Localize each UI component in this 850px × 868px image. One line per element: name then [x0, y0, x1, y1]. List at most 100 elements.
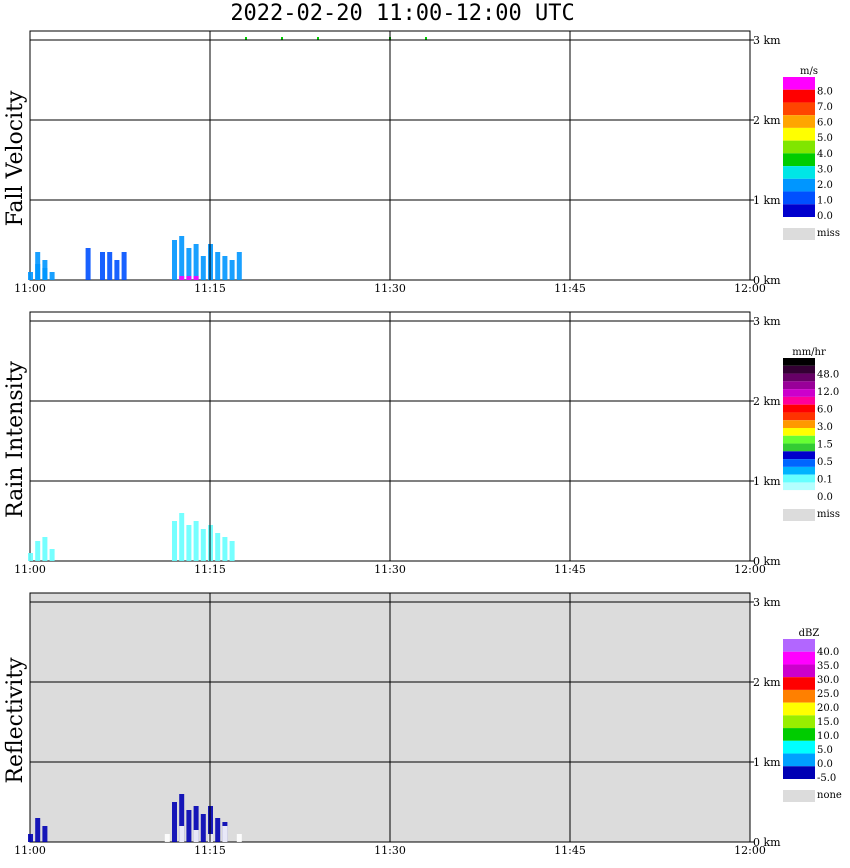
colorbar-label: 7.0	[817, 102, 833, 113]
colorbar-label: 3.0	[817, 422, 833, 433]
colorbar-swatch	[783, 740, 815, 754]
colorbar-swatch	[783, 127, 815, 141]
colorbar-swatch	[783, 435, 815, 444]
echo-mark	[200, 529, 206, 561]
echo-mark	[222, 537, 228, 561]
colorbar-swatch	[783, 715, 815, 729]
y-tick-label: 0 km	[753, 555, 781, 568]
colorbar-label: 10.0	[817, 731, 839, 742]
colorbar-swatch	[783, 689, 815, 703]
colorbar-swatch	[783, 420, 815, 428]
colorbar-miss-label: miss	[817, 509, 840, 520]
colorbar-miss-label: none	[817, 790, 842, 801]
colorbar-label: 1.0	[817, 195, 833, 206]
colorbar-label: 0.5	[817, 457, 833, 468]
x-tick-label: 11:45	[554, 282, 586, 295]
panel-title: Reflectivity	[3, 657, 28, 784]
colorbar-miss-swatch	[783, 509, 815, 521]
colorbar-miss-label: miss	[817, 228, 840, 239]
echo-mark	[222, 826, 228, 842]
echo-mark	[215, 818, 221, 842]
colorbar-swatch	[783, 443, 815, 452]
colorbar-label: 5.0	[817, 133, 833, 144]
echo-mark	[121, 252, 127, 280]
colorbar-swatch	[783, 474, 815, 483]
echo-mark	[179, 794, 185, 842]
x-tick-label: 11:00	[14, 563, 46, 576]
colorbar-swatch	[783, 178, 815, 192]
colorbar-label: 25.0	[817, 689, 839, 700]
colorbar-label: 4.0	[817, 149, 833, 160]
colorbar-label: 6.0	[817, 118, 833, 129]
colorbar-swatch	[783, 664, 815, 678]
echo-mark	[42, 826, 48, 842]
x-tick-label: 12:00	[734, 563, 766, 576]
colorbar-swatch	[783, 115, 815, 128]
echo-mark	[193, 244, 199, 280]
x-tick-label: 11:30	[374, 844, 406, 857]
y-tick-label: 1 km	[753, 194, 781, 207]
colorbar-label: 0.0	[817, 492, 833, 503]
echo-mark	[200, 814, 206, 842]
panel-title: Rain Intensity	[3, 360, 28, 517]
echo-mark	[42, 260, 48, 280]
y-tick-label: 3 km	[753, 315, 781, 328]
echo-mark	[49, 549, 55, 561]
echo-mark	[35, 541, 41, 561]
x-tick-label: 12:00	[734, 282, 766, 295]
echo-mark	[28, 553, 33, 561]
y-tick-label: 0 km	[753, 836, 781, 849]
echo-mark	[193, 276, 199, 280]
colorbar-swatch	[783, 639, 815, 652]
echo-mark	[107, 252, 113, 280]
echo-mark	[114, 260, 120, 280]
colorbar-swatch	[783, 466, 815, 475]
colorbar-swatch	[783, 153, 815, 167]
echo-mark	[172, 240, 177, 280]
colorbar-swatch	[783, 191, 815, 205]
colorbar-label: 48.0	[817, 370, 839, 381]
colorbar-swatch	[783, 459, 815, 467]
colorbar-swatch	[783, 389, 815, 397]
echo-mark	[200, 256, 206, 280]
echo-mark	[229, 541, 235, 561]
colorbar-label: 20.0	[817, 703, 839, 714]
echo-mark	[193, 830, 199, 842]
colorbar-label: 5.0	[817, 745, 833, 756]
colorbar-swatch	[783, 166, 815, 179]
x-tick-label: 11:45	[554, 563, 586, 576]
colorbar-swatch	[783, 381, 815, 390]
colorbar-unit: m/s	[800, 66, 818, 77]
echo-mark	[229, 260, 235, 280]
y-tick-label: 2 km	[753, 676, 781, 689]
colorbar-label: 12.0	[817, 387, 839, 398]
echo-mark	[85, 248, 91, 280]
y-tick-label: 2 km	[753, 114, 781, 127]
echo-mark	[425, 37, 427, 40]
x-tick-label: 12:00	[734, 844, 766, 857]
echo-mark	[179, 276, 185, 280]
colorbar-label: -5.0	[817, 773, 836, 784]
colorbar-swatch	[783, 412, 815, 421]
echo-mark	[186, 248, 192, 280]
echo-mark	[186, 810, 192, 842]
x-tick-label: 11:15	[194, 282, 226, 295]
y-tick-label: 3 km	[753, 596, 781, 609]
chart-title: 2022-02-20 11:00-12:00 UTC	[230, 1, 575, 26]
x-tick-label: 11:15	[194, 844, 226, 857]
colorbar-swatch	[783, 77, 815, 90]
x-tick-label: 11:30	[374, 563, 406, 576]
colorbar-swatch	[783, 89, 815, 103]
colorbar-swatch	[783, 482, 815, 491]
echo-mark	[179, 236, 185, 280]
colorbar-miss-swatch	[783, 228, 815, 240]
echo-mark	[164, 834, 170, 842]
echo-mark	[179, 513, 185, 561]
colorbar-swatch	[783, 204, 815, 217]
colorbar-swatch	[783, 651, 815, 665]
colorbar-label: 1.5	[817, 440, 833, 451]
echo-mark	[28, 834, 33, 842]
x-tick-label: 11:15	[194, 563, 226, 576]
colorbar-label: 0.0	[817, 211, 833, 222]
panel-title: Fall Velocity	[3, 90, 28, 226]
